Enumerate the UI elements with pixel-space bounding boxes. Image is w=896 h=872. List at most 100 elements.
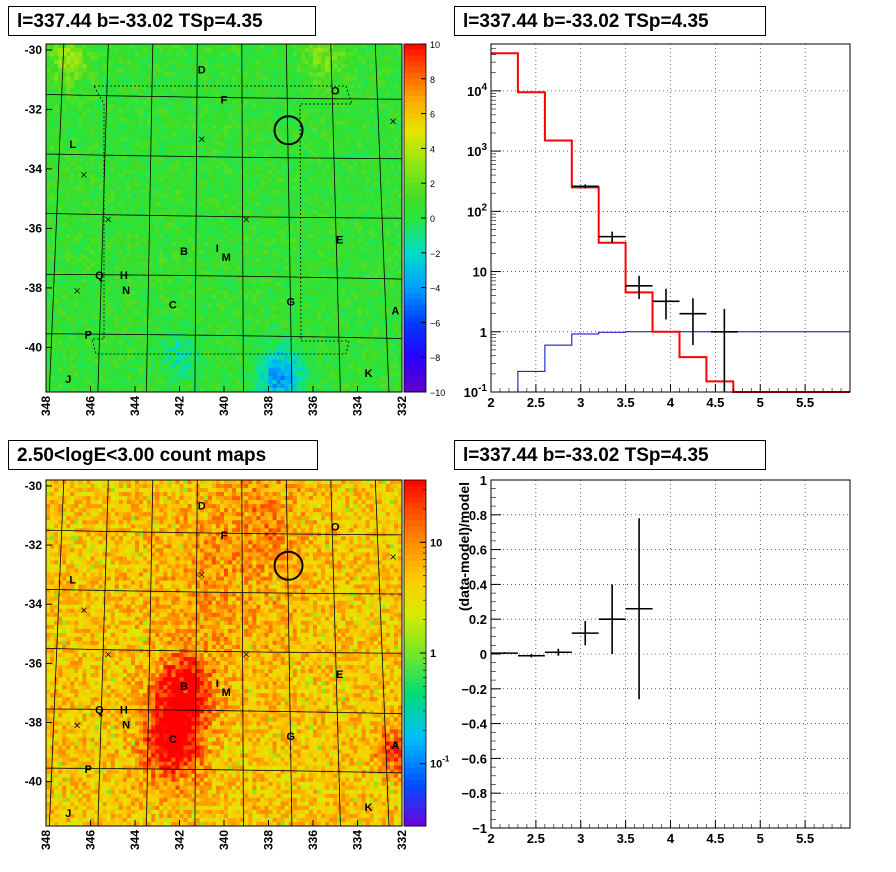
x-tick-label: 338 bbox=[262, 830, 276, 850]
x-tick-label: 5 bbox=[757, 395, 764, 410]
source-label: D bbox=[198, 65, 206, 77]
y-tick-label: -38 bbox=[25, 281, 43, 295]
colorbar: 10 8 6 4 2 0 −2 −4 −6 −8 −10 bbox=[403, 40, 445, 398]
source-label: B bbox=[180, 681, 188, 693]
cross-marker bbox=[74, 288, 80, 294]
y-tick-label: -40 bbox=[25, 775, 43, 789]
source-label: I bbox=[216, 243, 219, 255]
x-tick-label: 332 bbox=[395, 830, 409, 850]
y-tick-label: -36 bbox=[25, 656, 43, 670]
y-tick-label: −0.2 bbox=[461, 682, 487, 697]
longitude-line bbox=[145, 44, 154, 392]
y-axis-label: (data-model)/model bbox=[456, 482, 472, 611]
y-tick-label: 1 bbox=[480, 325, 487, 340]
source-label: O bbox=[331, 521, 340, 533]
latitude-line bbox=[46, 767, 402, 774]
count-map-pixels bbox=[46, 480, 403, 827]
source-label: J bbox=[65, 374, 71, 386]
y-tick-label: -38 bbox=[25, 715, 43, 729]
cross-marker bbox=[243, 216, 250, 223]
y-tick-label: 104 bbox=[467, 82, 487, 99]
data-point bbox=[625, 275, 653, 300]
residual-map-pixels bbox=[46, 44, 403, 393]
data-point bbox=[598, 231, 626, 243]
data-point bbox=[491, 652, 518, 654]
data-point bbox=[652, 288, 680, 320]
latitude-line bbox=[46, 153, 402, 160]
source-label: D bbox=[198, 501, 206, 513]
source-circle bbox=[273, 550, 304, 581]
longitude-line bbox=[48, 44, 65, 392]
y-tick-label: −0.8 bbox=[461, 786, 487, 801]
longitude-line bbox=[374, 480, 390, 826]
source-label: I bbox=[216, 678, 219, 690]
source-label: M bbox=[222, 687, 231, 699]
longitude-line bbox=[145, 480, 154, 826]
source-label: M bbox=[222, 252, 231, 264]
residual-ratio-panel: 2 2.5 3 3.5 4 4.5 5 5.5 −1 −0.8 −0.6 −0.4 −0.2 0 0.2 0.… bbox=[456, 473, 851, 846]
longitude-line bbox=[241, 480, 244, 826]
cross-marker bbox=[81, 607, 87, 613]
y-tick-label: 0.2 bbox=[469, 612, 487, 627]
colorbar-tick-label: 0 bbox=[430, 214, 435, 224]
x-tick-label: 342 bbox=[173, 396, 187, 416]
colorbar-tick-label: 6 bbox=[430, 110, 435, 120]
x-tick-label: 2.5 bbox=[527, 831, 545, 846]
latitude-line bbox=[46, 708, 402, 715]
residual-ratio-title: l=337.44 b=-33.02 TSp=4.35 bbox=[454, 440, 766, 470]
data-point bbox=[710, 308, 738, 392]
x-tick-label: 344 bbox=[128, 830, 142, 850]
colorbar-tick-label: −8 bbox=[430, 353, 440, 363]
x-tick-label: 334 bbox=[351, 830, 365, 850]
source-label: H bbox=[120, 270, 128, 282]
count-map-coord-grid bbox=[24, 471, 425, 826]
y-tick-label: 103 bbox=[467, 142, 487, 159]
y-tick-label: -30 bbox=[25, 43, 43, 57]
latitude-line bbox=[46, 273, 402, 280]
source-label: E bbox=[336, 234, 343, 246]
colorbar-tick-label: 4 bbox=[430, 144, 435, 154]
data-point bbox=[571, 620, 599, 646]
latitude-line bbox=[46, 588, 402, 595]
x-tick-label: 3.5 bbox=[617, 831, 635, 846]
x-tick-label: 4 bbox=[667, 831, 675, 846]
plot-area bbox=[491, 480, 850, 828]
spectrum-panel: 2 2.5 3 3.5 4 4.5 5 5.5 10-1 1 10 102 103 104 bbox=[464, 43, 851, 410]
source-circle bbox=[273, 115, 304, 146]
source-label: C bbox=[169, 300, 177, 312]
x-tick-label: 3 bbox=[577, 831, 584, 846]
x-tick-label: 340 bbox=[217, 396, 231, 416]
colorbar-tick-label: −4 bbox=[430, 284, 440, 294]
x-tick-label: 346 bbox=[84, 396, 98, 416]
longitude-line bbox=[97, 480, 109, 826]
data-point bbox=[598, 584, 626, 654]
latitude-line bbox=[46, 529, 402, 536]
latitude-line bbox=[24, 471, 425, 476]
x-tick-label: 332 bbox=[395, 396, 409, 416]
source-label: E bbox=[336, 669, 343, 681]
source-label: N bbox=[122, 285, 130, 297]
x-tick-label: 338 bbox=[262, 396, 276, 416]
residual-map-title: l=337.44 b=-33.02 TSp=4.35 bbox=[8, 6, 316, 36]
x-tick-label: 4.5 bbox=[706, 831, 724, 846]
colorbar-tick-label: 1 bbox=[430, 648, 436, 660]
plot-area bbox=[491, 44, 850, 392]
y-tick-label: -32 bbox=[25, 102, 43, 116]
source-label: G bbox=[286, 731, 295, 743]
source-label: N bbox=[122, 719, 130, 731]
y-tick-label: 0.8 bbox=[469, 508, 487, 523]
longitude-line bbox=[285, 44, 293, 392]
colorbar-tick-label: 2 bbox=[430, 179, 435, 189]
cross-marker bbox=[105, 216, 112, 223]
y-tick-label: -30 bbox=[25, 479, 43, 493]
x-tick-label: 340 bbox=[217, 830, 231, 850]
longitude-line bbox=[48, 480, 65, 826]
y-tick-label: 0 bbox=[480, 647, 487, 662]
count-map-panel: D F O L E B IM Q HN C G A P J K 348 346 344 342 340 338 336 33… bbox=[24, 471, 450, 850]
longitude-line bbox=[330, 44, 341, 392]
cross-marker bbox=[390, 554, 396, 560]
y-tick-label: −0.6 bbox=[461, 751, 487, 766]
source-label: H bbox=[120, 705, 128, 717]
x-tick-label: 342 bbox=[173, 830, 187, 850]
